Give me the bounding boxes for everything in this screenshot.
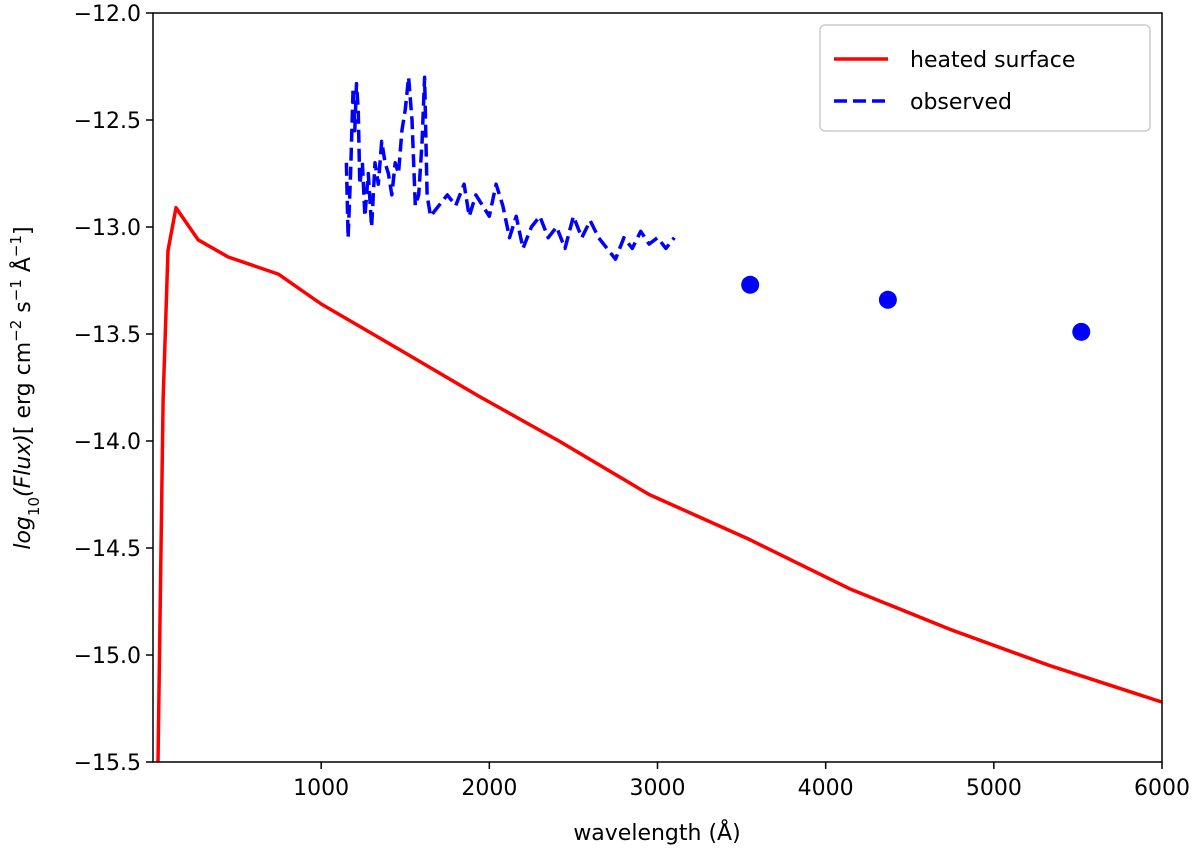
y-tick-label: −12.0 — [74, 2, 141, 27]
y-axis-label: log10(Flux)[ erg cm−2 s−1 Å−1] — [7, 226, 43, 549]
y-tick-label: −14.5 — [74, 537, 141, 562]
y-tick-label: −13.5 — [74, 323, 141, 348]
y-tick-label: −15.0 — [74, 644, 141, 669]
y-axis-label-part: s — [11, 301, 36, 319]
y-axis-label-part: (Flux) — [11, 434, 36, 497]
x-tick-label: 6000 — [1134, 776, 1190, 801]
y-tick-label: −13.0 — [74, 216, 141, 241]
y-axis-label-part: ] — [11, 226, 36, 235]
scatter-point — [741, 275, 760, 294]
legend-label: observed — [910, 90, 1012, 115]
y-tick-label: −15.5 — [74, 751, 141, 776]
y-axis-label-part: log — [11, 516, 36, 550]
y-axis-label-part: Å — [9, 257, 36, 279]
y-axis-label-part: −1 — [7, 235, 25, 257]
x-tick-label: 2000 — [461, 776, 517, 801]
y-axis-label-part: 10 — [25, 497, 43, 516]
y-axis-label-part: −2 — [7, 320, 25, 342]
legend-box — [819, 24, 1151, 132]
y-tick-label: −12.5 — [74, 109, 141, 134]
x-tick-label: 4000 — [798, 776, 854, 801]
scatter-point — [878, 290, 897, 309]
plot-area — [156, 75, 1162, 762]
y-axis-label-part: [ erg cm — [11, 342, 36, 434]
line — [156, 205, 1162, 762]
x-tick-label: 1000 — [293, 776, 349, 801]
line — [344, 75, 676, 261]
scatter-point — [1072, 322, 1091, 341]
y-tick-label: −14.0 — [74, 430, 141, 455]
x-tick-label: 5000 — [966, 776, 1022, 801]
x-tick-label: 3000 — [630, 776, 686, 801]
x-axis-label: wavelength (Å) — [573, 819, 740, 846]
plot-frame — [152, 12, 1163, 763]
y-axis-label-part: −1 — [7, 279, 25, 301]
legend-label: heated surface — [910, 48, 1075, 73]
